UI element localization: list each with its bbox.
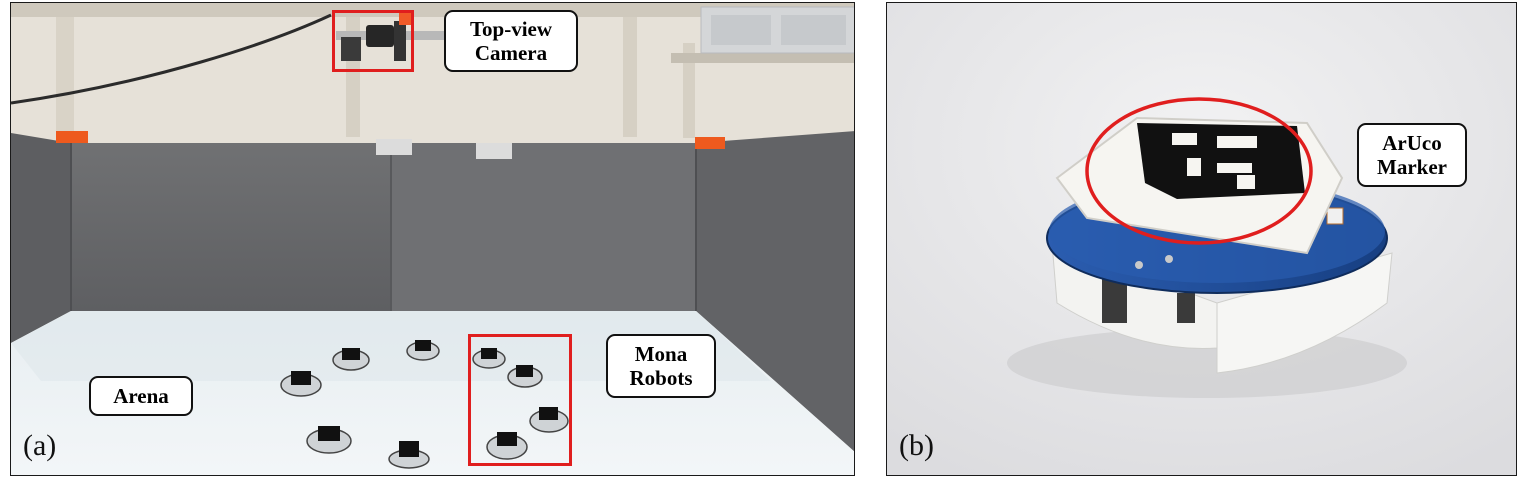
photo-panel-b: ArUco Marker (b) <box>886 2 1517 476</box>
robot-9 <box>486 432 528 460</box>
arena-callout-text: Arena <box>113 384 169 408</box>
photo-panel-a: Top-view Camera Mona Robots Arena (a) <box>10 2 855 476</box>
marker-callout: ArUco Marker <box>1357 123 1467 187</box>
robots-callout-line1: Mona <box>634 342 688 366</box>
robot-2 <box>332 348 370 371</box>
robots-callout: Mona Robots <box>606 334 716 398</box>
camera-callout-line2: Camera <box>474 41 548 65</box>
robot-closeup-photo <box>887 3 1516 475</box>
robot-1 <box>280 371 322 397</box>
panel-b-label: (b) <box>899 429 934 462</box>
marker-callout-line2: Marker <box>1377 155 1447 179</box>
marker-callout-line1: ArUco <box>1382 131 1442 155</box>
camera-highlight-box <box>332 10 414 72</box>
robots-callout-line2: Robots <box>629 366 693 390</box>
robot-3 <box>406 340 440 361</box>
robot-8 <box>529 407 569 433</box>
robot-5 <box>507 365 543 388</box>
camera-callout-line1: Top-view <box>469 17 553 41</box>
robot-7 <box>388 441 430 469</box>
robots-highlight-box <box>468 334 572 466</box>
panel-a-label: (a) <box>23 429 57 462</box>
robot-6 <box>306 426 352 454</box>
robot-4 <box>472 348 506 369</box>
camera-callout: Top-view Camera <box>444 10 578 72</box>
arena-callout: Arena <box>89 376 193 416</box>
